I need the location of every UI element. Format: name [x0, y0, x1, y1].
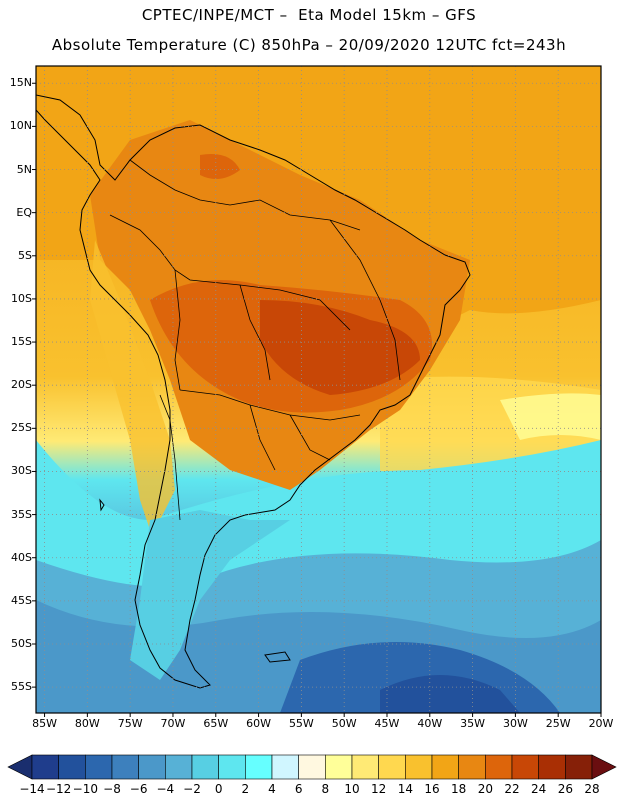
colorbar-label: 0 — [214, 782, 223, 796]
colorbar-label: 22 — [504, 782, 520, 796]
longitude-label: 70W — [160, 717, 186, 730]
colorbar-swatch — [458, 754, 486, 780]
latitude-label: 45S — [11, 593, 32, 607]
map-frame — [35, 65, 602, 714]
latitude-label: 15N — [9, 76, 32, 90]
longitude-label: 30W — [502, 717, 528, 730]
colorbar-swatch — [165, 754, 193, 780]
colorbar-label: 18 — [451, 782, 467, 796]
colorbar-label: 6 — [294, 782, 303, 796]
colorbar-under-arrow — [7, 754, 33, 780]
colorbar-swatch — [325, 754, 353, 780]
latitude-label: 25S — [11, 421, 32, 435]
latitude-label: EQ — [16, 205, 32, 219]
colorbar-label: 28 — [584, 782, 600, 796]
colorbar-label: 24 — [531, 782, 547, 796]
colorbar-swatch — [298, 754, 326, 780]
map-subtitle: Absolute Temperature (C) 850hPa – 20/09/… — [51, 36, 567, 54]
colorbar-swatch — [378, 754, 406, 780]
colorbar-label: 8 — [321, 782, 330, 796]
longitude-label: 35W — [460, 717, 486, 730]
longitude-label: 45W — [374, 717, 400, 730]
colorbar-label: −12 — [45, 782, 72, 796]
latitude-label: 5N — [16, 162, 32, 176]
colorbar-swatch — [245, 754, 273, 780]
colorbar-swatch — [218, 754, 246, 780]
colorbar-swatch — [111, 754, 139, 780]
latitude-label: 55S — [11, 680, 32, 694]
latitude-label: 15S — [11, 335, 32, 349]
colorbar-label: −4 — [156, 782, 175, 796]
colorbar-swatch — [191, 754, 219, 780]
colorbar-swatch — [31, 754, 59, 780]
country-borders — [109, 159, 401, 521]
colorbar-swatch — [565, 754, 593, 780]
axis-ticks — [32, 82, 602, 717]
latitude-label: 30S — [11, 464, 32, 478]
longitude-label: 85W — [32, 717, 57, 730]
map-title: CPTEC/INPE/MCT – Eta Model 15km – GFS — [141, 6, 477, 24]
temperature-field — [36, 66, 601, 713]
latitude-label: 5S — [18, 248, 32, 262]
longitude-label: 75W — [117, 717, 143, 730]
colorbar-label: −10 — [72, 782, 98, 796]
colorbar-swatch — [485, 754, 513, 780]
colorbar-swatch — [538, 754, 566, 780]
colorbar-label: 14 — [397, 782, 413, 796]
latitude-label: 35S — [11, 507, 32, 521]
latitude-label: 10N — [9, 119, 32, 133]
longitude-label: 40W — [417, 717, 443, 730]
colorbar-swatch — [431, 754, 459, 780]
colorbar — [7, 754, 617, 780]
colorbar-swatch — [85, 754, 113, 780]
colorbar-swatch — [271, 754, 299, 780]
latitude-label: 40S — [11, 550, 32, 564]
longitude-label: 25W — [545, 717, 571, 730]
colorbar-label: −14 — [19, 782, 45, 796]
colorbar-swatch — [138, 754, 166, 780]
colorbar-label: 12 — [371, 782, 387, 796]
colorbar-label: 10 — [344, 782, 360, 796]
longitude-label: 55W — [288, 717, 314, 730]
colorbar-label: 4 — [268, 782, 276, 796]
colorbar-label: 26 — [557, 782, 573, 796]
colorbar-swatch — [58, 754, 86, 780]
colorbar-label: −8 — [103, 782, 121, 796]
colorbar-label: 16 — [424, 782, 440, 796]
colorbar-label: −6 — [129, 782, 148, 796]
colorbar-over-arrow — [591, 754, 617, 780]
colorbar-label: 2 — [241, 782, 250, 796]
longitude-label: 50W — [331, 717, 357, 730]
colorbar-label: −2 — [183, 782, 201, 796]
latitude-label: 50S — [11, 636, 32, 650]
colorbar-swatch — [405, 754, 433, 780]
colorbar-label: 20 — [477, 782, 493, 796]
longitude-label: 65W — [203, 717, 229, 730]
longitude-label: 60W — [246, 717, 271, 730]
colorbar-swatch — [511, 754, 539, 780]
longitude-label: 80W — [74, 717, 100, 730]
latitude-label: 10S — [11, 291, 32, 305]
colorbar-swatch — [351, 754, 379, 780]
latitude-label: 20S — [11, 378, 32, 392]
longitude-label: 20W — [588, 717, 614, 730]
